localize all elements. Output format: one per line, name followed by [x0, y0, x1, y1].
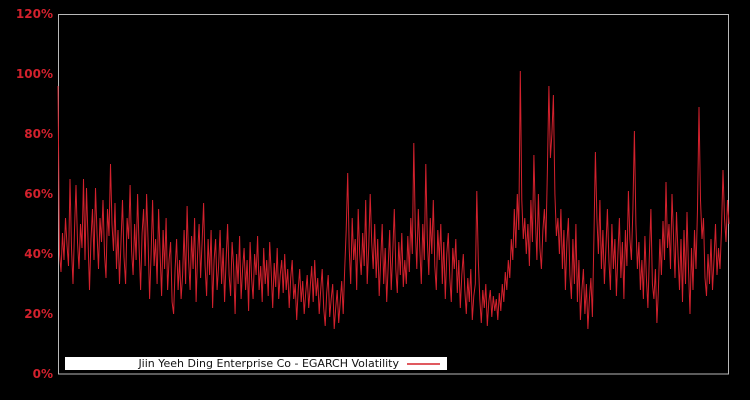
- legend-label: Jiin Yeeh Ding Enterprise Co - EGARCH Vo…: [138, 356, 399, 370]
- y-axis-tick-label: 80%: [24, 127, 53, 141]
- y-axis-tick-label: 100%: [15, 67, 53, 81]
- legend: Jiin Yeeh Ding Enterprise Co - EGARCH Vo…: [65, 357, 447, 370]
- volatility-series-line: [57, 70, 730, 330]
- y-axis-tick-label: 20%: [24, 307, 53, 321]
- y-axis-tick-label: 60%: [24, 187, 53, 201]
- legend-line-sample-icon: [407, 362, 440, 365]
- y-axis-tick-label: 120%: [15, 7, 53, 21]
- y-axis-tick-label: 0%: [32, 367, 53, 381]
- plot-border: [58, 14, 729, 375]
- y-axis-tick-label: 40%: [24, 247, 53, 261]
